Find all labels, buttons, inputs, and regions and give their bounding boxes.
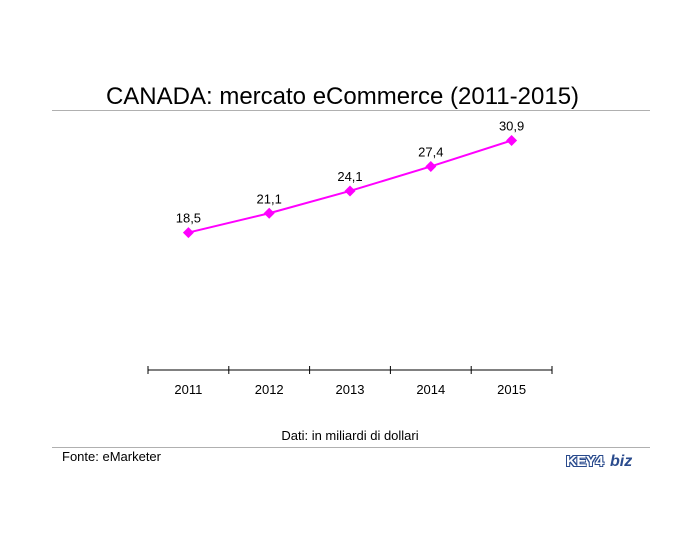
x-tick-label: 2013 bbox=[336, 382, 365, 397]
data-label: 18,5 bbox=[176, 211, 201, 226]
x-tick-label: 2011 bbox=[174, 382, 202, 397]
x-tick-label: 2015 bbox=[497, 382, 526, 397]
title-divider bbox=[52, 110, 650, 111]
source-text: Fonte: eMarketer bbox=[62, 449, 161, 464]
chart-title: CANADA: mercato eCommerce (2011-2015) bbox=[105, 83, 580, 110]
data-point bbox=[506, 134, 518, 146]
x-tick-label: 2012 bbox=[255, 382, 284, 397]
data-label: 27,4 bbox=[418, 144, 443, 159]
data-label: 21,1 bbox=[257, 191, 282, 206]
logo-biz-text: biz bbox=[610, 453, 633, 470]
units-note: Dati: in miliardi di dollari bbox=[281, 428, 419, 443]
x-tick-label: 2014 bbox=[416, 382, 445, 397]
footer-divider bbox=[52, 447, 650, 448]
logo-key-text: KEY4 bbox=[566, 453, 604, 470]
data-point bbox=[344, 185, 356, 197]
data-label: 30,9 bbox=[499, 118, 524, 133]
data-label: 24,1 bbox=[337, 169, 362, 184]
data-point bbox=[182, 227, 194, 239]
data-point bbox=[425, 160, 437, 172]
key4biz-logo: KEY4 biz bbox=[566, 453, 642, 475]
data-point bbox=[263, 207, 275, 219]
